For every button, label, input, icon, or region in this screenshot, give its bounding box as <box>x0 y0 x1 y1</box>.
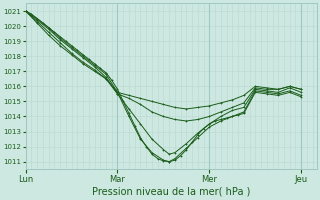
X-axis label: Pression niveau de la mer( hPa ): Pression niveau de la mer( hPa ) <box>92 187 250 197</box>
